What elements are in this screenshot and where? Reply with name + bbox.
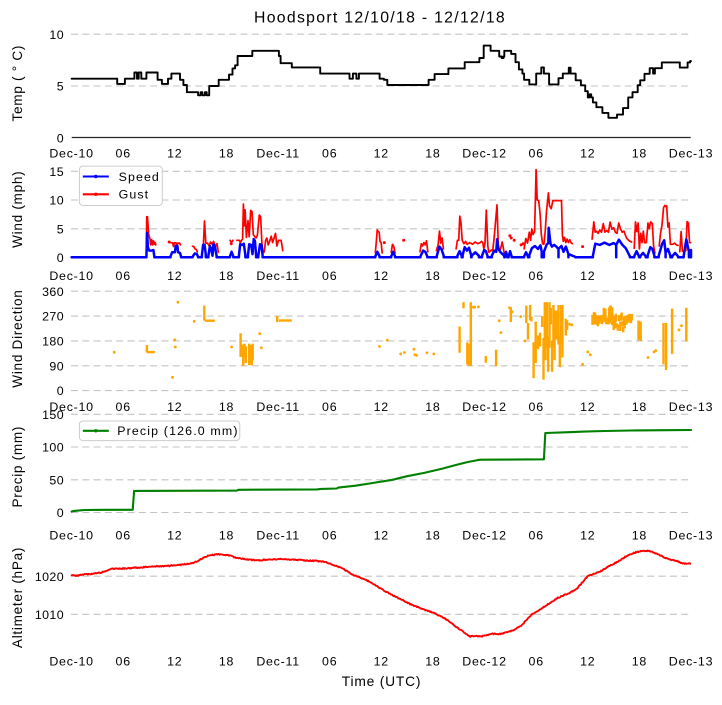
svg-text:12: 12 (374, 529, 389, 543)
svg-text:5: 5 (57, 222, 64, 236)
svg-text:Dec-13: Dec-13 (669, 269, 713, 283)
svg-text:18: 18 (632, 400, 647, 414)
svg-text:06: 06 (116, 529, 131, 543)
svg-text:180: 180 (42, 335, 64, 349)
svg-text:0: 0 (57, 131, 64, 145)
svg-text:12: 12 (374, 269, 389, 283)
svg-text:100: 100 (42, 441, 64, 455)
svg-text:18: 18 (425, 400, 440, 414)
svg-text:18: 18 (425, 655, 440, 669)
svg-text:06: 06 (529, 529, 544, 543)
svg-text:06: 06 (529, 147, 544, 161)
svg-text:0: 0 (57, 506, 64, 520)
svg-text:06: 06 (322, 147, 337, 161)
svg-text:12: 12 (374, 147, 389, 161)
svg-text:12: 12 (580, 655, 595, 669)
svg-text:06: 06 (116, 269, 131, 283)
svg-text:Dec-12: Dec-12 (462, 529, 506, 543)
svg-text:Wind Direction: Wind Direction (10, 290, 25, 388)
svg-text:18: 18 (632, 269, 647, 283)
svg-text:10: 10 (49, 194, 64, 208)
svg-text:06: 06 (322, 269, 337, 283)
svg-text:Dec-12: Dec-12 (462, 147, 506, 161)
svg-text:18: 18 (632, 529, 647, 543)
svg-text:90: 90 (49, 359, 64, 373)
svg-text:10: 10 (49, 28, 64, 42)
svg-text:12: 12 (167, 655, 182, 669)
svg-text:06: 06 (322, 529, 337, 543)
svg-text:18: 18 (425, 147, 440, 161)
svg-text:Dec-10: Dec-10 (49, 655, 93, 669)
svg-text:Dec-12: Dec-12 (462, 400, 506, 414)
svg-text:Gust: Gust (119, 188, 150, 202)
svg-text:Dec-12: Dec-12 (462, 269, 506, 283)
svg-text:18: 18 (632, 147, 647, 161)
svg-text:Dec-11: Dec-11 (256, 400, 300, 414)
svg-text:12: 12 (167, 529, 182, 543)
svg-text:18: 18 (425, 529, 440, 543)
svg-text:06: 06 (322, 400, 337, 414)
svg-text:18: 18 (219, 147, 234, 161)
svg-text:12: 12 (374, 655, 389, 669)
svg-text:Temp ( ° C): Temp ( ° C) (10, 45, 25, 122)
svg-text:50: 50 (49, 473, 64, 487)
svg-text:0: 0 (57, 384, 64, 398)
svg-text:Dec-10: Dec-10 (49, 147, 93, 161)
svg-text:Wind (mph): Wind (mph) (10, 171, 25, 248)
svg-text:06: 06 (322, 655, 337, 669)
svg-text:06: 06 (529, 269, 544, 283)
svg-text:12: 12 (580, 147, 595, 161)
svg-text:12: 12 (374, 400, 389, 414)
svg-text:360: 360 (42, 285, 64, 299)
svg-text:Dec-10: Dec-10 (49, 529, 93, 543)
svg-text:1010: 1010 (35, 608, 64, 622)
svg-text:Speed: Speed (119, 170, 160, 184)
svg-text:Dec-13: Dec-13 (669, 529, 713, 543)
svg-text:Dec-11: Dec-11 (256, 147, 300, 161)
svg-text:270: 270 (42, 310, 64, 324)
svg-text:06: 06 (116, 655, 131, 669)
svg-text:Dec-11: Dec-11 (256, 529, 300, 543)
svg-text:15: 15 (49, 165, 64, 179)
svg-text:Dec-12: Dec-12 (462, 655, 506, 669)
svg-text:18: 18 (219, 400, 234, 414)
svg-text:18: 18 (219, 269, 234, 283)
svg-text:Precip (mm): Precip (mm) (10, 426, 25, 508)
svg-text:18: 18 (219, 655, 234, 669)
svg-text:Dec-10: Dec-10 (49, 400, 93, 414)
svg-text:Altimeter (hPa): Altimeter (hPa) (10, 547, 25, 648)
svg-text:06: 06 (116, 147, 131, 161)
svg-text:Precip (126.0 mm): Precip (126.0 mm) (117, 424, 238, 438)
svg-text:150: 150 (42, 408, 64, 422)
svg-text:18: 18 (425, 269, 440, 283)
svg-text:12: 12 (167, 400, 182, 414)
svg-text:18: 18 (219, 529, 234, 543)
svg-text:0: 0 (57, 251, 64, 265)
svg-text:12: 12 (167, 147, 182, 161)
svg-text:06: 06 (529, 400, 544, 414)
svg-text:Hoodsport 12/10/18 - 12/12/18: Hoodsport 12/10/18 - 12/12/18 (254, 10, 506, 27)
svg-text:Dec-11: Dec-11 (256, 269, 300, 283)
svg-text:12: 12 (580, 269, 595, 283)
svg-text:06: 06 (529, 655, 544, 669)
svg-text:Dec-13: Dec-13 (669, 655, 713, 669)
svg-text:12: 12 (580, 529, 595, 543)
svg-text:1020: 1020 (35, 570, 64, 584)
svg-text:06: 06 (116, 400, 131, 414)
svg-text:Dec-13: Dec-13 (669, 400, 713, 414)
svg-text:Dec-13: Dec-13 (669, 147, 713, 161)
svg-text:Time (UTC): Time (UTC) (342, 674, 422, 689)
svg-text:5: 5 (57, 80, 64, 94)
svg-text:Dec-10: Dec-10 (49, 269, 93, 283)
svg-text:12: 12 (167, 269, 182, 283)
svg-text:Dec-11: Dec-11 (256, 655, 300, 669)
svg-text:12: 12 (580, 400, 595, 414)
svg-text:18: 18 (632, 655, 647, 669)
